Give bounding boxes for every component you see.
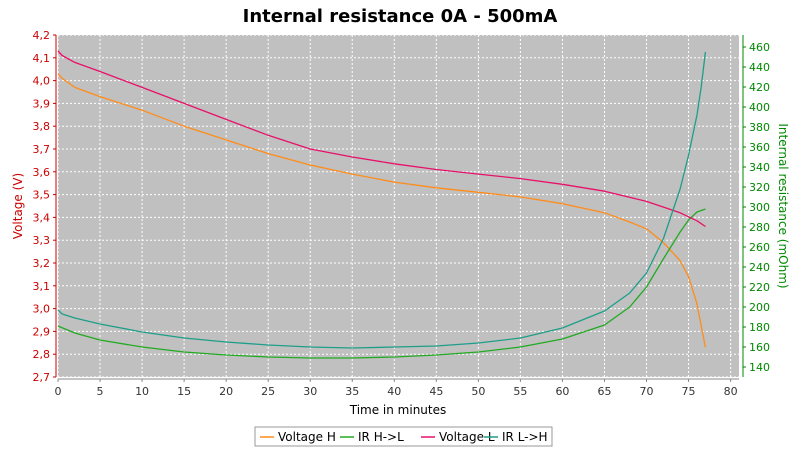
right-tick-label: 200 bbox=[749, 301, 770, 314]
x-tick-labels: 0 5 10 15 20 25 30 35 40 45 50 55 60 65 70 75 80 bbox=[55, 379, 738, 398]
right-tick-label: 360 bbox=[749, 141, 770, 154]
series-line-voltage-h bbox=[57, 73, 707, 348]
right-tick-label: 260 bbox=[749, 241, 770, 254]
x-tick-label: 5 bbox=[97, 385, 104, 398]
right-tick-label: 420 bbox=[749, 81, 770, 94]
x-tick-label: 75 bbox=[682, 385, 696, 398]
series-line-ir-l-h bbox=[57, 51, 707, 349]
x-tick-label: 65 bbox=[597, 385, 611, 398]
x-tick-label: 30 bbox=[303, 385, 317, 398]
right-tick-label: 460 bbox=[749, 41, 770, 54]
right-tick-label: 380 bbox=[749, 121, 770, 134]
grid-lines bbox=[57, 34, 739, 378]
right-tick-label: 160 bbox=[749, 341, 770, 354]
left-tick-label: 3,6 bbox=[33, 166, 51, 179]
plot-area bbox=[58, 35, 739, 377]
left-tick-label: 4,2 bbox=[33, 29, 51, 42]
left-tick-label: 3,0 bbox=[33, 303, 51, 316]
right-tick-label: 280 bbox=[749, 221, 770, 234]
series-lines bbox=[57, 50, 707, 359]
left-tick-label: 2,8 bbox=[33, 348, 51, 361]
left-tick-label: 2,7 bbox=[33, 371, 51, 384]
right-tick-label: 300 bbox=[749, 201, 770, 214]
x-tick-label: 55 bbox=[513, 385, 527, 398]
right-tick-label: 240 bbox=[749, 261, 770, 274]
series-line-ir-h-l bbox=[57, 208, 706, 359]
left-tick-label: 4,0 bbox=[33, 75, 51, 88]
x-tick-label: 25 bbox=[261, 385, 275, 398]
legend-label: Voltage L bbox=[439, 430, 495, 444]
right-tick-label: 440 bbox=[749, 61, 770, 74]
legend-box bbox=[254, 426, 553, 447]
chart-title: Internal resistance 0A - 500mA bbox=[243, 6, 558, 27]
left-tick-label: 3,8 bbox=[33, 120, 51, 133]
x-tick-label: 20 bbox=[219, 385, 233, 398]
right-tick-labels: 140 160 180 200 220 240 260 280 300 320 340 360 380 4… bbox=[743, 41, 770, 374]
left-tick-label: 3,9 bbox=[33, 97, 51, 110]
left-tick-label: 3,5 bbox=[33, 189, 51, 202]
left-tick-labels: 2,7 2,8 2,9 3,0 3,1 3,2 3,3 3,4 3,5 3,6 3,7 3,8 3,9 4… bbox=[33, 29, 56, 384]
right-tick-label: 140 bbox=[749, 361, 770, 374]
x-tick-label: 50 bbox=[471, 385, 485, 398]
x-tick-label: 0 bbox=[55, 385, 62, 398]
series-line-voltage-l bbox=[57, 50, 706, 228]
right-axis-title: Internal resistance (mOhm) bbox=[776, 123, 790, 288]
left-tick-label: 3,7 bbox=[33, 143, 51, 156]
right-tick-label: 180 bbox=[749, 321, 770, 334]
left-axis-title: Voltage (V) bbox=[11, 173, 25, 239]
left-tick-label: 3,3 bbox=[33, 234, 51, 247]
left-tick-label: 2,9 bbox=[33, 325, 51, 338]
right-tick-label: 220 bbox=[749, 281, 770, 294]
left-tick-label: 4,1 bbox=[33, 52, 51, 65]
legend: Voltage H IR H->L Voltage L IR L->H bbox=[254, 426, 553, 447]
left-tick-label: 3,4 bbox=[33, 211, 51, 224]
x-tick-label: 70 bbox=[640, 385, 654, 398]
x-tick-label: 35 bbox=[345, 385, 359, 398]
legend-label: IR L->H bbox=[502, 430, 548, 444]
x-tick-label: 45 bbox=[429, 385, 443, 398]
right-tick-label: 320 bbox=[749, 181, 770, 194]
right-tick-label: 400 bbox=[749, 101, 770, 114]
legend-label: IR H->L bbox=[358, 430, 404, 444]
x-tick-label: 80 bbox=[724, 385, 738, 398]
legend-label: Voltage H bbox=[278, 430, 336, 444]
x-tick-label: 40 bbox=[387, 385, 401, 398]
x-axis-title: Time in minutes bbox=[349, 403, 447, 417]
x-tick-label: 60 bbox=[555, 385, 569, 398]
x-tick-label: 15 bbox=[177, 385, 191, 398]
left-tick-label: 3,2 bbox=[33, 257, 51, 270]
left-tick-label: 3,1 bbox=[33, 280, 51, 293]
right-tick-label: 340 bbox=[749, 161, 770, 174]
x-tick-label: 10 bbox=[135, 385, 149, 398]
